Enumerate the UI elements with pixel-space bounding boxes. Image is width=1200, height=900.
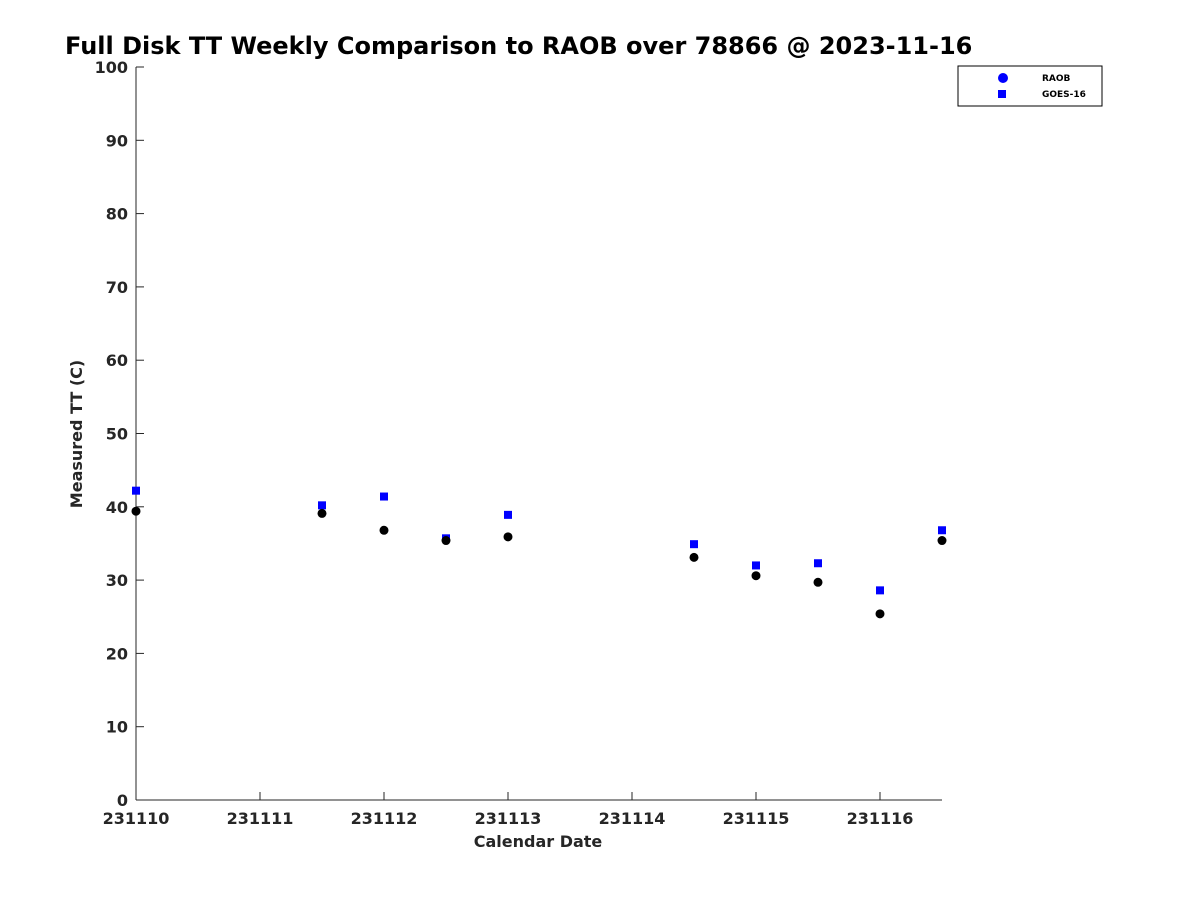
y-tick-label: 100 <box>95 58 128 77</box>
y-tick-label: 60 <box>106 351 128 370</box>
y-tick-label: 20 <box>106 644 128 663</box>
y-tick-label: 30 <box>106 571 128 590</box>
x-tick-label: 231116 <box>847 809 914 828</box>
x-tick-label: 231115 <box>723 809 790 828</box>
goes16-point <box>132 486 140 495</box>
raob-point <box>689 552 699 562</box>
x-tick-label: 231110 <box>103 809 170 828</box>
raob-point <box>131 506 141 516</box>
y-tick-label: 50 <box>106 425 128 444</box>
y-tick-label: 0 <box>117 791 128 810</box>
x-tick-label: 231112 <box>351 809 418 828</box>
raob-point <box>937 536 947 546</box>
goes16-point <box>690 540 698 549</box>
data-points <box>131 486 947 619</box>
legend-label: GOES-16 <box>1042 90 1086 100</box>
raob-point <box>441 536 451 546</box>
raob-point <box>379 525 389 535</box>
y-tick-label: 80 <box>106 205 128 224</box>
y-tick-label: 90 <box>106 131 128 150</box>
legend: RAOB GOES-16 <box>957 65 1103 107</box>
y-axis-label: Measured TT (C) <box>67 360 86 508</box>
goes16-point <box>876 586 884 595</box>
y-axis-ticks: 0 10 20 30 40 50 60 70 80 90 100 <box>95 58 144 810</box>
x-axis-ticks: 231110 231111 231112 231113 231114 231115 2311… <box>103 792 914 828</box>
goes16-point <box>814 559 822 568</box>
legend-square-icon <box>998 90 1006 98</box>
goes16-point <box>318 501 326 510</box>
raob-point <box>875 609 885 619</box>
goes16-point <box>752 561 760 570</box>
x-tick-label: 231113 <box>475 809 542 828</box>
goes16-point <box>504 510 512 519</box>
x-axis-label: Calendar Date <box>474 832 603 851</box>
x-tick-label: 231114 <box>599 809 666 828</box>
y-tick-label: 10 <box>106 718 128 737</box>
legend-circle-icon <box>998 73 1008 83</box>
raob-point <box>317 508 327 518</box>
plot-axes <box>135 67 942 801</box>
goes16-point <box>938 526 946 535</box>
y-tick-label: 40 <box>106 498 128 517</box>
legend-box <box>957 65 1103 107</box>
raob-point <box>813 577 823 587</box>
x-tick-label: 231111 <box>227 809 294 828</box>
goes16-point <box>380 492 388 501</box>
chart-title: Full Disk TT Weekly Comparison to RAOB o… <box>65 32 972 60</box>
raob-point <box>751 571 761 581</box>
raob-point <box>503 532 513 542</box>
legend-label: RAOB <box>1042 74 1071 84</box>
y-tick-label: 70 <box>106 278 128 297</box>
